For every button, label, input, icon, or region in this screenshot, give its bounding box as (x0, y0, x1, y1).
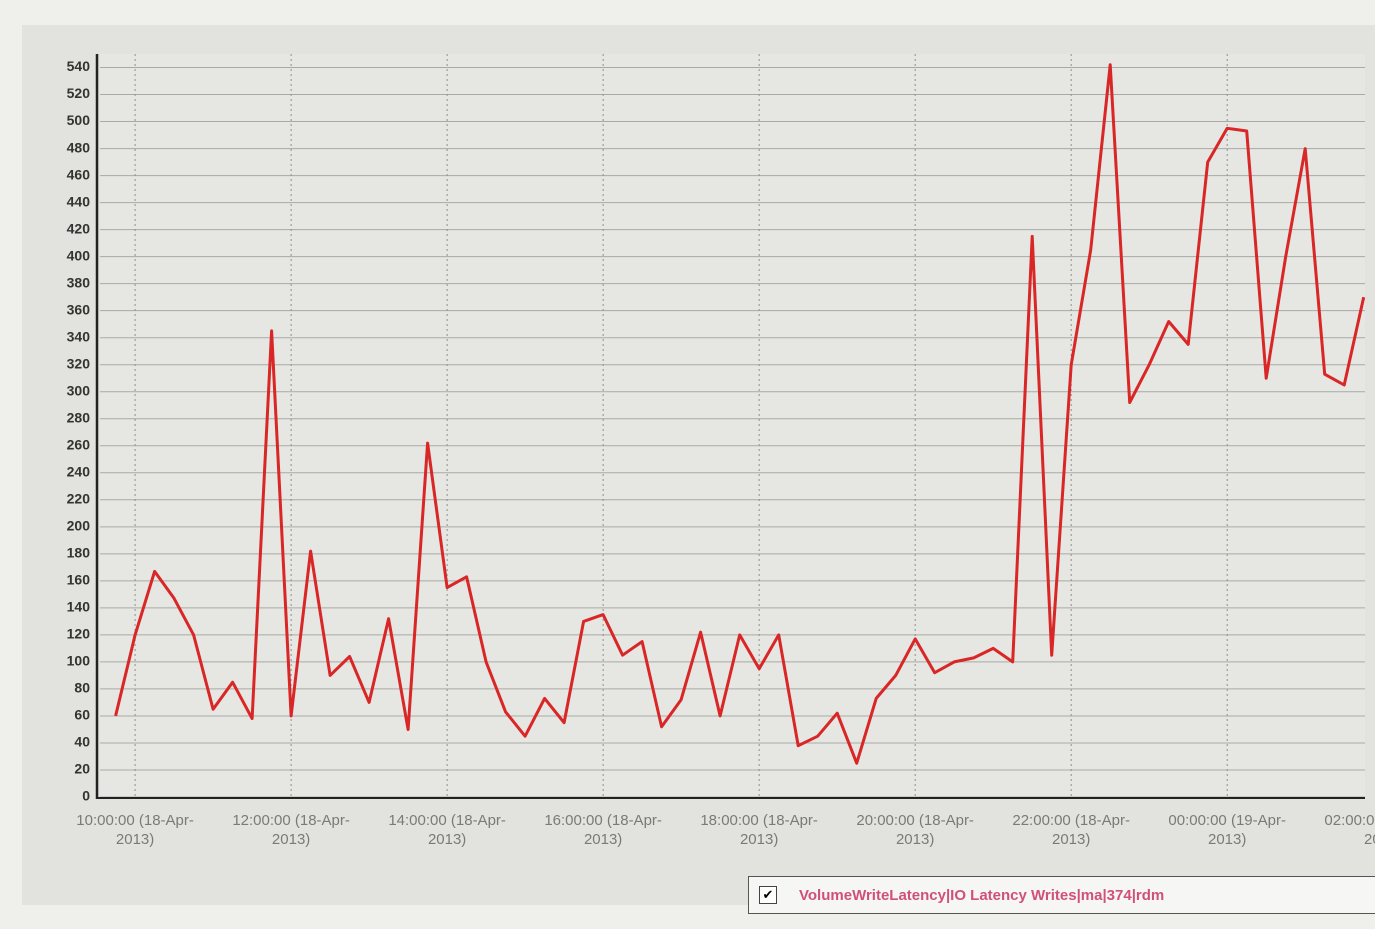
y-tick-label: 340 (67, 328, 91, 344)
x-tick-label: 00:00:00 (19-Apr-2013) (1152, 811, 1302, 849)
y-tick-label: 380 (67, 274, 91, 290)
x-tick-label: 20:00:00 (18-Apr-2013) (840, 811, 990, 849)
y-tick-label: 360 (67, 301, 91, 317)
y-tick-label: 140 (67, 599, 91, 615)
y-tick-label: 20 (74, 761, 90, 777)
y-tick-label: 100 (67, 653, 91, 669)
x-tick-label: 10:00:00 (18-Apr-2013) (60, 811, 210, 849)
legend-entry: VolumeWriteLatency|IO Latency Writes|ma|… (799, 887, 1164, 904)
y-tick-label: 480 (67, 139, 91, 155)
y-tick-label: 200 (67, 518, 91, 534)
y-tick-label: 540 (67, 58, 91, 74)
y-tick-label: 280 (67, 409, 91, 425)
y-tick-label: 120 (67, 626, 91, 642)
y-tick-label: 0 (82, 788, 90, 804)
y-tick-label: 60 (74, 707, 90, 723)
y-tick-label: 400 (67, 247, 91, 263)
y-tick-label: 80 (74, 680, 90, 696)
x-tick-label: 02:00:00 (19-Apr-2013) (1308, 811, 1375, 849)
x-tick-label: 18:00:00 (18-Apr-2013) (684, 811, 834, 849)
y-tick-label: 260 (67, 436, 91, 452)
y-tick-label: 320 (67, 355, 91, 371)
x-tick-label: 22:00:00 (18-Apr-2013) (996, 811, 1146, 849)
y-tick-label: 160 (67, 572, 91, 588)
legend-checkbox[interactable]: ✔ (759, 886, 777, 904)
y-tick-label: 300 (67, 382, 91, 398)
y-tick-label: 220 (67, 491, 91, 507)
y-tick-label: 500 (67, 112, 91, 128)
y-tick-label: 420 (67, 220, 91, 236)
y-tick-label: 520 (67, 85, 91, 101)
x-tick-label: 16:00:00 (18-Apr-2013) (528, 811, 678, 849)
y-tick-label: 180 (67, 545, 91, 561)
x-tick-label: 12:00:00 (18-Apr-2013) (216, 811, 366, 849)
legend: ✔ VolumeWriteLatency|IO Latency Writes|m… (748, 876, 1375, 914)
chart: 0 20 40 60 80 100 120 140 160 180 200 220 240 260 280 3… (0, 0, 1375, 929)
y-tick-label: 40 (74, 734, 90, 750)
y-tick-label: 440 (67, 193, 91, 209)
y-tick-label: 240 (67, 463, 91, 479)
x-tick-label: 14:00:00 (18-Apr-2013) (372, 811, 522, 849)
screenshot: 0 20 40 60 80 100 120 140 160 180 200 220 240 260 280 3… (0, 0, 1375, 929)
y-tick-label: 460 (67, 166, 91, 182)
